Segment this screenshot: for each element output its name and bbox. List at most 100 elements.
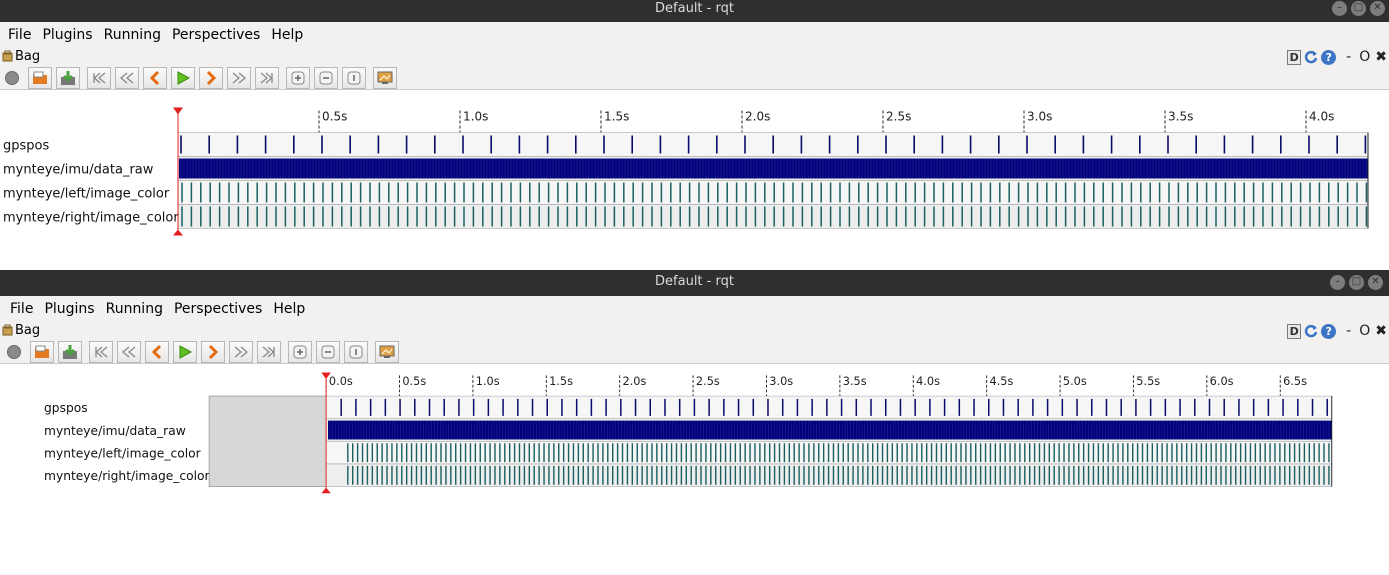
timeline-area[interactable]: 0.5s 1.0s 1.5s 2.0s 2.5s 3.0s 3.5s 4.0s gpspos my… [0,89,1389,268]
tick-label: 5.5s [1136,374,1160,388]
reload-icon[interactable] [1303,49,1319,65]
title-bar[interactable]: Default - rqt – □ ✕ [0,270,1389,296]
toolbar [0,67,1389,89]
menu-running[interactable]: Running [105,301,163,317]
playhead-bottom [321,487,331,494]
maximize-button[interactable]: □ [1349,275,1364,290]
rewind-button[interactable] [117,341,141,363]
save-button[interactable] [56,67,80,89]
end-button[interactable] [257,341,281,363]
menu-file[interactable]: File [8,27,32,43]
step-back-button[interactable] [145,341,169,363]
timeline-area[interactable]: 0.0s 0.5s 1.0s 1.5s 2.0s 2.5s 3.0s 3.5s 4.0s 4.5s… [0,363,1389,575]
tick-label: 6.0s [1210,374,1234,388]
tick-label: 3.0s [1027,110,1052,124]
step-forward-button[interactable] [199,67,223,89]
minimize-button[interactable]: – [1332,1,1347,16]
end-button[interactable] [255,67,279,89]
menu-bar: File Plugins Running Perspectives Help [0,22,1389,46]
rewind-button[interactable] [115,67,139,89]
d-button[interactable]: D [1287,323,1302,339]
topic-row [177,180,1369,205]
rqt-window-2: Default - rqt – □ ✕ File Plugins Running… [0,270,1389,575]
thumbnails-button[interactable] [375,341,399,363]
zoom-out-button[interactable] [314,67,338,89]
close-plugin-button[interactable]: ✖ [1375,49,1387,65]
topic-label: mynteye/left/image_color [3,187,170,202]
tick-label: 0.5s [402,374,426,388]
topic-label: mynteye/imu/data_raw [3,163,154,178]
tick-label: 3.5s [843,374,867,388]
float-plugin-button[interactable]: O [1359,49,1371,65]
maximize-button[interactable]: □ [1351,1,1366,16]
menu-plugins[interactable]: Plugins [44,301,95,317]
tick-label: 5.0s [1063,374,1087,388]
tick-label: 0.0s [329,374,353,388]
close-button[interactable]: ✕ [1370,1,1385,16]
menu-perspectives[interactable]: Perspectives [173,301,263,317]
open-button[interactable] [30,341,54,363]
help-icon[interactable]: ? [1321,323,1337,339]
begin-button[interactable] [87,67,111,89]
save-button[interactable] [58,341,82,363]
thumbnails-button[interactable] [373,67,397,89]
play-button[interactable] [171,67,195,89]
topic-row [177,204,1369,229]
bag-icon [2,324,13,336]
menu-running[interactable]: Running [103,27,161,43]
timeline-svg[interactable]: 0.5s 1.0s 1.5s 2.0s 2.5s 3.0s 3.5s 4.0s gpspos my… [0,90,1389,268]
topic-label: gpspos [3,139,49,154]
fast-forward-button[interactable] [229,341,253,363]
menu-plugins[interactable]: Plugins [42,27,93,43]
minimize-plugin-button[interactable]: - [1346,49,1352,65]
fast-forward-button[interactable] [227,67,251,89]
zoom-in-button[interactable] [288,341,312,363]
menu-perspectives[interactable]: Perspectives [171,27,261,43]
title-bar[interactable]: Default - rqt – □ ✕ [0,0,1389,22]
float-plugin-button[interactable]: O [1359,323,1371,339]
record-button[interactable] [0,67,24,89]
window-title: Default - rqt [655,274,734,289]
play-button[interactable] [173,341,197,363]
zoom-reset-button[interactable] [342,67,366,89]
window-title: Default - rqt [655,1,734,16]
close-button[interactable]: ✕ [1368,275,1383,290]
menu-file[interactable]: File [10,301,34,317]
zoom-in-button[interactable] [286,67,310,89]
open-button[interactable] [28,67,52,89]
plugin-header: Bag D ? - O ✖ [0,322,1389,340]
imu-message-band [179,158,1368,179]
help-icon[interactable]: ? [1321,49,1337,65]
plugin-title: Bag [15,49,41,64]
begin-button[interactable] [89,341,113,363]
zoom-reset-button[interactable] [344,341,368,363]
minimize-button[interactable]: – [1330,275,1345,290]
minimize-plugin-button[interactable]: - [1346,323,1352,339]
topic-label: mynteye/right/image_color [3,211,179,226]
topic-label: gpspos [44,401,88,415]
step-back-button[interactable] [143,67,167,89]
tick-label: 2.5s [886,110,911,124]
toolbar [2,341,1389,363]
zoom-out-button[interactable] [316,341,340,363]
tick-label: 0.5s [322,110,347,124]
tick-label: 2.5s [696,374,720,388]
menu-help[interactable]: Help [271,27,304,43]
menu-bar: File Plugins Running Perspectives Help [0,296,1389,320]
imu-message-band [327,420,1332,440]
tick-label: 1.0s [463,110,488,124]
tick-label: 4.0s [916,374,940,388]
record-button[interactable] [2,341,26,363]
d-button[interactable]: D [1287,49,1302,65]
playhead-top [321,372,331,380]
tick-label: 1.5s [604,110,629,124]
menu-help[interactable]: Help [273,301,306,317]
close-plugin-button[interactable]: ✖ [1375,323,1387,339]
step-forward-button[interactable] [201,341,225,363]
topic-row [208,395,1332,419]
topic-label: mynteye/imu/data_raw [44,424,186,438]
tick-label: 3.0s [769,374,793,388]
reload-icon[interactable] [1303,323,1319,339]
timeline-svg[interactable]: 0.0s 0.5s 1.0s 1.5s 2.0s 2.5s 3.0s 3.5s 4.0s 4.5s… [0,364,1389,564]
plugin-header: Bag D ? - O ✖ [0,48,1389,66]
